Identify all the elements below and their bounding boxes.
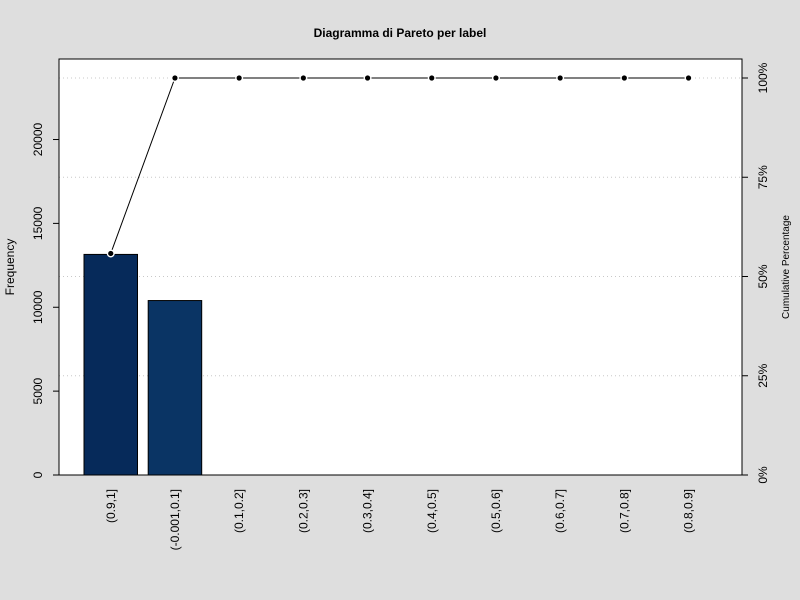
right-tick-label: 100% [756,62,770,93]
cumulative-point [493,75,499,81]
y-axis-label: Frequency [3,239,17,296]
x-tick-label: (-0.001,0.1] [168,489,182,550]
cumulative-point [108,250,114,257]
left-tick-label: 5000 [31,377,45,404]
right-axis: 0% 25% 50% 75% 100% [742,62,770,484]
cumulative-point [685,75,692,81]
x-tick-label: (0.1,0.2] [232,489,246,533]
cumulative-point [364,75,371,81]
cumulative-point [621,75,627,81]
right-tick-label: 75% [756,165,770,189]
x-tick-label: (0.2,0.3] [296,489,310,533]
cumulative-line [106,74,693,258]
left-tick-label: 0 [31,471,45,478]
x-tick-label: (0.7,0.8] [617,489,631,533]
left-tick-label: 20000 [31,123,45,157]
cumulative-point [300,75,306,81]
chart-title: Diagramma di Pareto per label [314,26,487,40]
x-tick-label: (0.6,0.7] [553,489,567,533]
cumulative-point [236,75,242,81]
plot-border [58,58,743,476]
bar [83,253,138,476]
left-tick-label: 15000 [31,206,45,240]
x-tick-label: (0.3,0.4] [361,489,375,533]
y-axis-label-right: Cumulative Percentage [781,215,792,319]
x-tick-label: (0.4,0.5] [425,489,439,533]
cumulative-polyline [110,77,689,254]
x-tick-label: (0.9,1] [104,489,118,523]
right-tick-label: 0% [756,466,770,484]
bar [147,300,203,476]
cumulative-point [429,75,435,81]
cumulative-point [557,75,563,81]
cumulative-point [172,75,178,81]
right-tick-label: 50% [756,264,770,288]
x-tick-label: (0.8,0.9] [682,489,696,533]
right-tick-label: 25% [756,363,770,387]
x-tick-label: (0.5,0.6] [489,489,503,533]
left-tick-label: 10000 [31,290,45,324]
bars [83,253,203,476]
left-axis: 0 5000 10000 15000 20000 [31,123,59,478]
x-axis: (0.9,1] (-0.001,0.1] (0.1,0.2] (0.2,0.3] (0.… [104,489,696,550]
